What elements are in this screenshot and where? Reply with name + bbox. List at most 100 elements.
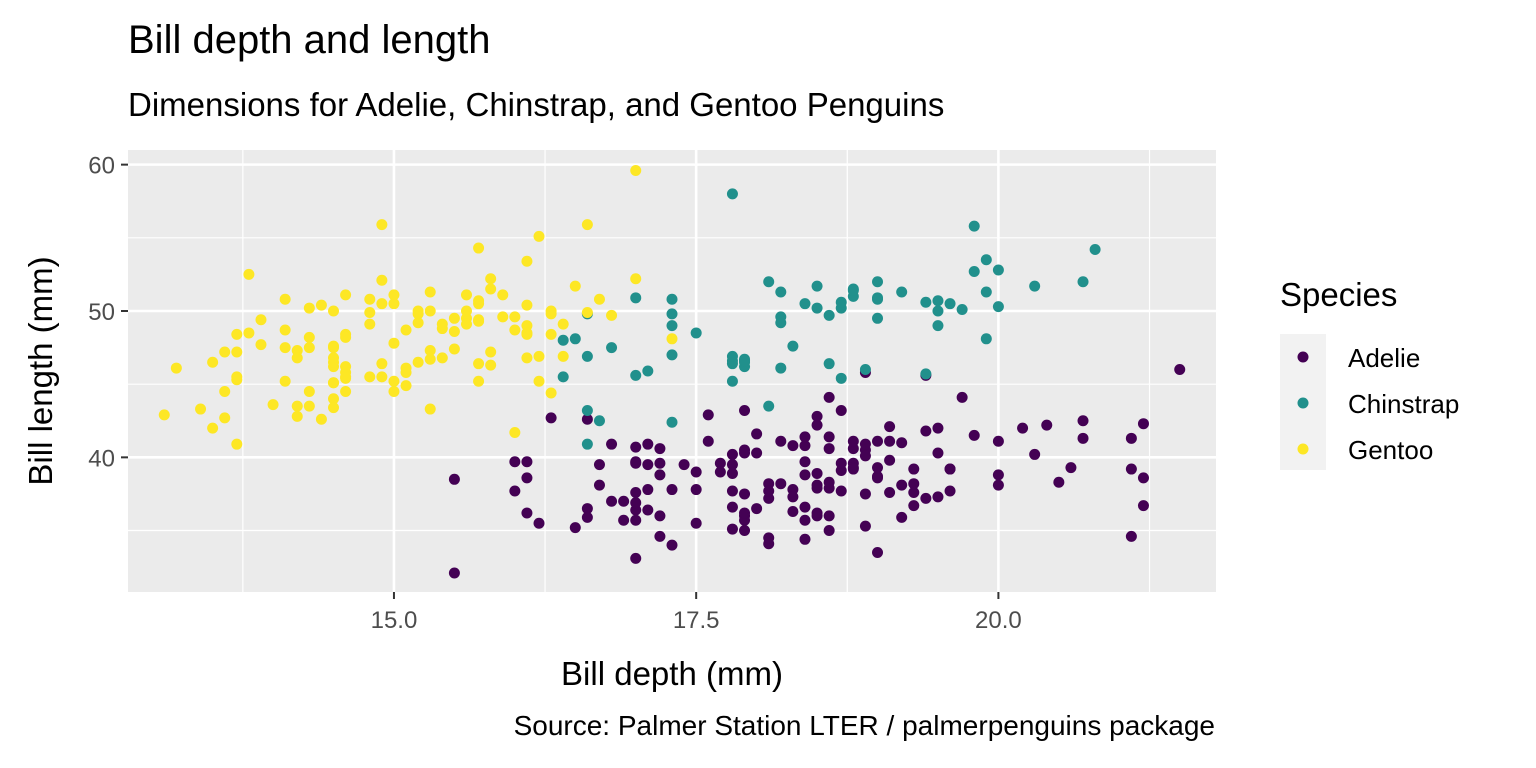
- data-point-adelie: [714, 466, 726, 478]
- data-point-chinstrap: [859, 364, 871, 376]
- data-point-adelie: [835, 457, 847, 469]
- data-point-gentoo: [388, 337, 400, 349]
- data-point-adelie: [896, 479, 908, 491]
- data-point-gentoo: [328, 402, 340, 414]
- data-point-gentoo: [630, 273, 642, 285]
- data-point-chinstrap: [1089, 244, 1101, 256]
- data-point-gentoo: [593, 293, 605, 305]
- data-point-gentoo: [328, 377, 340, 389]
- data-point-adelie: [835, 405, 847, 417]
- data-point-gentoo: [460, 318, 472, 330]
- data-point-gentoo: [545, 308, 557, 320]
- data-point-adelie: [654, 443, 666, 455]
- data-point-chinstrap: [980, 254, 992, 266]
- data-point-adelie: [666, 484, 678, 496]
- data-point-adelie: [448, 567, 460, 579]
- data-point-adelie: [835, 485, 847, 497]
- data-point-gentoo: [473, 358, 485, 370]
- data-point-chinstrap: [896, 286, 908, 298]
- data-point-gentoo: [207, 422, 219, 434]
- data-point-adelie: [702, 435, 714, 447]
- data-point-gentoo: [279, 342, 291, 354]
- data-point-adelie: [847, 463, 859, 475]
- data-point-adelie: [726, 459, 738, 471]
- data-point-adelie: [763, 485, 775, 497]
- data-point-adelie: [630, 497, 642, 509]
- data-point-adelie: [908, 486, 920, 498]
- data-point-chinstrap: [872, 276, 884, 288]
- data-point-gentoo: [448, 343, 460, 355]
- data-point-chinstrap: [606, 342, 618, 354]
- data-point-adelie: [799, 501, 811, 513]
- data-point-adelie: [823, 431, 835, 443]
- data-point-adelie: [932, 447, 944, 459]
- data-point-chinstrap: [763, 400, 775, 412]
- data-points: [158, 164, 1186, 579]
- data-point-gentoo: [400, 324, 412, 336]
- data-point-gentoo: [364, 371, 376, 383]
- data-point-chinstrap: [581, 405, 593, 417]
- data-point-adelie: [799, 456, 811, 468]
- data-point-gentoo: [497, 289, 509, 301]
- data-point-adelie: [593, 479, 605, 491]
- data-point-adelie: [654, 457, 666, 469]
- data-point-adelie: [799, 440, 811, 452]
- data-point-adelie: [859, 488, 871, 500]
- data-point-gentoo: [509, 324, 521, 336]
- data-point-gentoo: [424, 403, 436, 415]
- data-point-adelie: [618, 514, 630, 526]
- data-point-adelie: [884, 435, 896, 447]
- data-point-chinstrap: [666, 293, 678, 305]
- data-point-adelie: [1137, 418, 1149, 430]
- data-point-adelie: [811, 419, 823, 431]
- data-point-chinstrap: [642, 365, 654, 377]
- data-point-gentoo: [436, 318, 448, 330]
- data-point-adelie: [448, 473, 460, 485]
- data-point-adelie: [763, 532, 775, 544]
- data-point-gentoo: [521, 255, 533, 267]
- data-point-gentoo: [485, 273, 497, 285]
- data-point-adelie: [726, 448, 738, 460]
- data-point-chinstrap: [630, 292, 642, 304]
- data-point-adelie: [739, 525, 751, 537]
- data-point-adelie: [932, 422, 944, 434]
- x-tick-label: 15.0: [371, 607, 418, 634]
- data-point-gentoo: [388, 385, 400, 397]
- data-point-gentoo: [400, 366, 412, 378]
- data-point-gentoo: [388, 375, 400, 387]
- data-point-gentoo: [303, 385, 315, 397]
- legend-label-chinstrap: Chinstrap: [1348, 389, 1459, 419]
- data-point-gentoo: [485, 283, 497, 295]
- data-point-adelie: [859, 438, 871, 450]
- data-point-chinstrap: [956, 304, 968, 316]
- legend-key-adelie: [1297, 351, 1309, 363]
- data-point-gentoo: [533, 230, 545, 242]
- data-point-gentoo: [545, 328, 557, 340]
- legend-items: Adelie Chinstrap Gentoo: [1297, 343, 1459, 465]
- data-point-adelie: [702, 409, 714, 421]
- data-point-gentoo: [328, 393, 340, 405]
- data-point-chinstrap: [726, 188, 738, 200]
- data-point-gentoo: [340, 331, 352, 343]
- data-point-gentoo: [255, 339, 267, 351]
- data-point-chinstrap: [968, 220, 980, 232]
- data-point-gentoo: [569, 280, 581, 292]
- data-point-chinstrap: [763, 276, 775, 288]
- data-point-gentoo: [243, 268, 255, 280]
- data-point-adelie: [799, 469, 811, 481]
- data-point-adelie: [992, 435, 1004, 447]
- data-point-gentoo: [340, 385, 352, 397]
- data-point-adelie: [1053, 476, 1065, 488]
- data-point-gentoo: [388, 298, 400, 310]
- data-point-adelie: [908, 478, 920, 490]
- data-point-gentoo: [424, 345, 436, 357]
- data-point-gentoo: [557, 318, 569, 330]
- data-point-chinstrap: [1029, 280, 1041, 292]
- data-point-adelie: [642, 484, 654, 496]
- legend: Species Adelie Chinstrap Gentoo: [1280, 276, 1459, 470]
- data-point-gentoo: [388, 289, 400, 301]
- data-point-chinstrap: [944, 298, 956, 310]
- legend-label-gentoo: Gentoo: [1348, 435, 1433, 465]
- data-point-adelie: [581, 503, 593, 515]
